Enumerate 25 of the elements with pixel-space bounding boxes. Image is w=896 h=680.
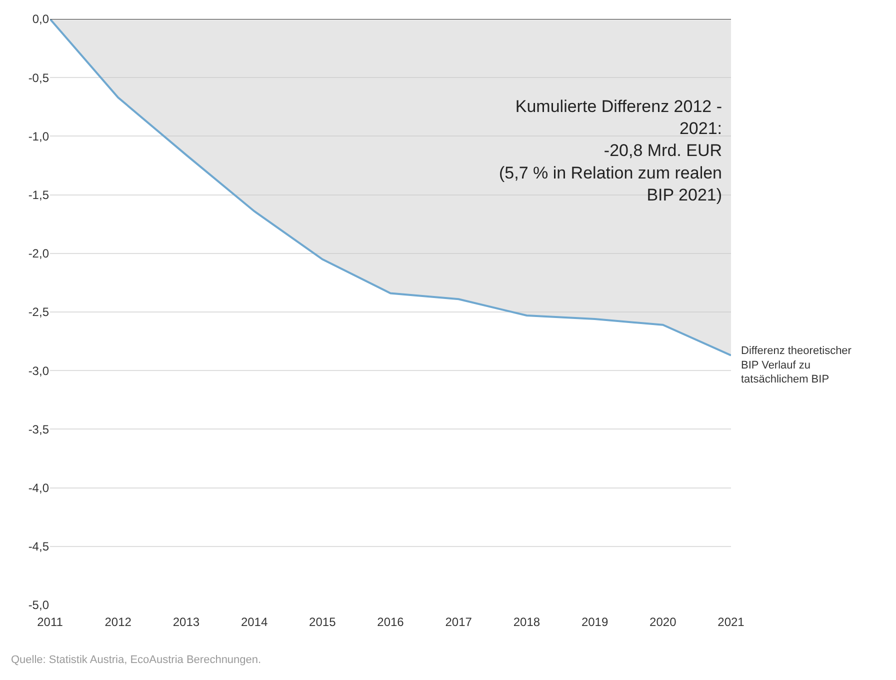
y-tick-label: -3,0 — [28, 364, 50, 378]
y-tick-label: -3,5 — [28, 422, 50, 436]
x-tick-label: 2021 — [718, 615, 745, 629]
x-tick-label: 2012 — [104, 615, 132, 629]
x-tick-label: 2011 — [37, 615, 64, 629]
y-tick-label: -2,5 — [28, 305, 50, 320]
y-tick-label: -2,0 — [28, 246, 50, 261]
y-tick-label: -4,0 — [28, 481, 50, 495]
y-tick-label: -0,5 — [28, 70, 50, 85]
series-label: Differenz theoretischer BIP Verlauf zu tatsächlichem BIP — [741, 345, 852, 386]
annotation: Kumulierte Differenz 2012 - 2021: -20,8 Mrd. EUR (5,7 % in Relation zum realen BIP 2021) — [499, 97, 722, 204]
y-tick-label: -5,0 — [28, 598, 50, 612]
y-tick-label: -1,5 — [28, 188, 50, 202]
y-tick-label: -1,0 — [28, 129, 50, 144]
y-tick-label: -4,5 — [28, 540, 50, 554]
x-tick-label: 2020 — [650, 615, 677, 629]
y-tick-label: 0,0 — [32, 12, 50, 26]
x-tick-label: 2013 — [172, 615, 200, 629]
x-tick-label: 2017 — [445, 615, 472, 629]
x-tick-label: 2019 — [581, 615, 608, 629]
x-tick-label: 2016 — [377, 615, 404, 629]
x-tick-label: 2014 — [240, 615, 268, 629]
x-tick-label: 2018 — [513, 615, 540, 629]
x-tick-label: 2015 — [309, 615, 336, 629]
source-note: Quelle: Statistik Austria, EcoAustria Berechnungen. — [11, 654, 262, 666]
